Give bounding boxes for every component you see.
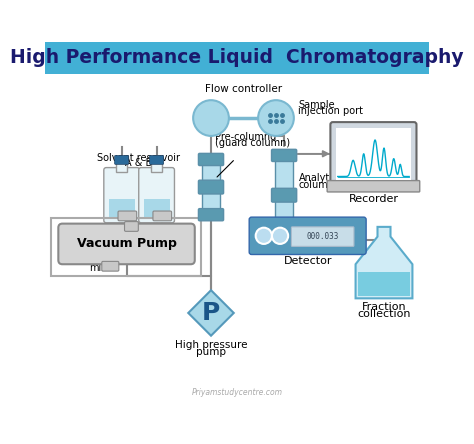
FancyBboxPatch shape [153,211,172,221]
Circle shape [193,100,229,136]
FancyBboxPatch shape [327,181,420,192]
FancyBboxPatch shape [199,209,224,221]
FancyBboxPatch shape [58,224,195,264]
Polygon shape [188,290,234,336]
Text: Flow controller: Flow controller [205,83,282,94]
Text: High Performance Liquid  Chromatography: High Performance Liquid Chromatography [10,48,464,67]
FancyBboxPatch shape [272,149,297,162]
Text: P: P [202,301,220,325]
FancyBboxPatch shape [118,211,137,221]
Text: A & B: A & B [125,159,152,168]
Text: Solvent reservoir: Solvent reservoir [97,153,180,163]
Text: Recorder: Recorder [348,194,399,204]
Text: (guard column): (guard column) [215,138,290,148]
FancyBboxPatch shape [336,128,411,180]
Polygon shape [356,227,412,298]
Text: Detector: Detector [284,256,333,266]
FancyBboxPatch shape [272,229,297,241]
Text: collection: collection [357,309,411,319]
FancyBboxPatch shape [249,217,366,254]
FancyBboxPatch shape [330,122,417,186]
Text: Priyamstudycentre.com: Priyamstudycentre.com [191,388,283,397]
Polygon shape [116,162,127,172]
FancyBboxPatch shape [202,164,220,210]
Text: injection port: injection port [298,107,363,116]
Text: Sample: Sample [298,100,335,110]
Text: column: column [299,179,335,190]
Polygon shape [151,162,162,172]
FancyBboxPatch shape [109,199,135,218]
Text: Vacuum Pump: Vacuum Pump [77,238,176,250]
FancyBboxPatch shape [104,167,139,223]
FancyBboxPatch shape [144,199,170,218]
FancyBboxPatch shape [272,188,297,202]
FancyBboxPatch shape [139,167,174,223]
FancyBboxPatch shape [125,222,138,231]
FancyBboxPatch shape [199,180,224,194]
Text: High pressure: High pressure [175,340,247,350]
Text: Analytical: Analytical [299,173,347,183]
Circle shape [272,228,288,244]
Circle shape [258,100,294,136]
Text: Fraction: Fraction [362,302,406,313]
Circle shape [255,228,272,244]
FancyBboxPatch shape [199,153,224,166]
Text: pump: pump [196,347,226,357]
FancyBboxPatch shape [275,160,293,230]
Text: 000.033: 000.033 [306,232,338,241]
FancyBboxPatch shape [115,155,129,164]
FancyBboxPatch shape [102,262,119,271]
Polygon shape [358,272,410,296]
FancyBboxPatch shape [292,227,354,246]
Text: Pre-columnd: Pre-columnd [215,132,276,143]
FancyBboxPatch shape [45,42,429,74]
Text: mixer: mixer [89,262,117,273]
FancyBboxPatch shape [150,155,164,164]
